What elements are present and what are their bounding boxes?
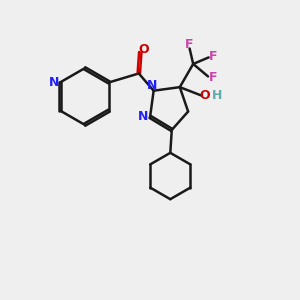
Text: N: N: [138, 110, 149, 123]
Text: N: N: [49, 76, 59, 89]
Text: O: O: [139, 43, 149, 56]
Text: F: F: [185, 38, 194, 51]
Text: F: F: [208, 71, 217, 84]
Text: O: O: [200, 89, 210, 102]
Text: F: F: [209, 50, 218, 63]
Text: N: N: [147, 79, 157, 92]
Text: H: H: [212, 89, 222, 102]
